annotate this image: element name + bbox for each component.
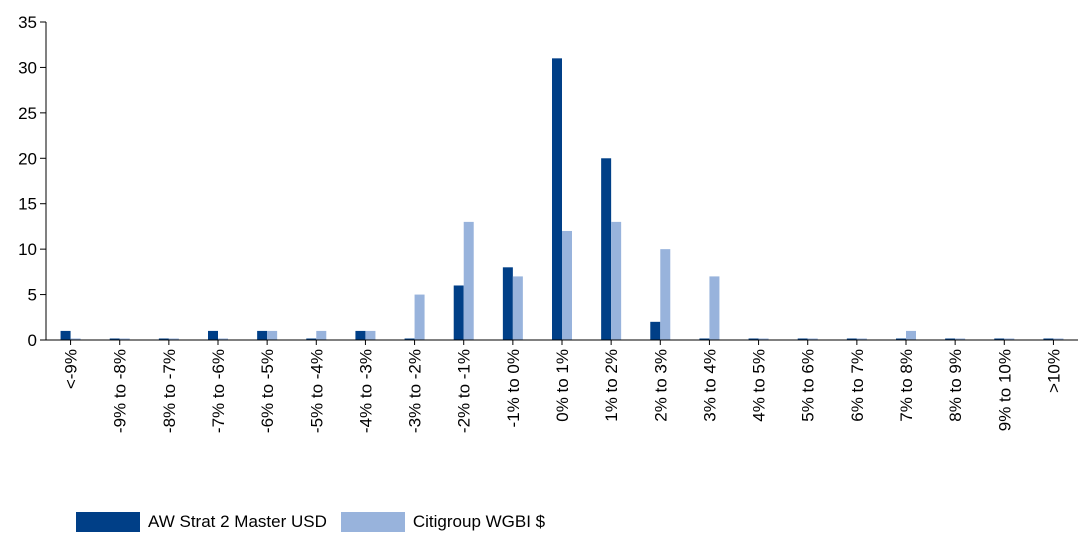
bar-series-1 [453,285,464,340]
bar-series-2 [316,330,327,340]
y-tick-label: 5 [28,286,37,305]
y-tick-label: 0 [28,331,37,350]
y-tick-label: 35 [18,13,37,32]
bar-series-2 [168,338,179,340]
bar-series-1 [208,330,218,340]
plot-area [60,58,1064,340]
bar-series-2 [611,221,622,340]
bar-series-1 [945,338,956,340]
bar-series-1 [896,338,906,340]
bar-series-1 [748,338,759,340]
bar-series-1 [306,338,317,340]
legend-item-series-1: AW Strat 2 Master USD [76,512,327,532]
bar-series-2 [856,338,867,340]
bar-series-2 [512,276,523,340]
bar-series-1 [797,338,808,340]
bar-series-2 [562,230,572,340]
bar-series-1 [994,338,1005,340]
x-tick-label: 5% to 6% [799,349,818,422]
bar-series-1 [60,330,71,340]
x-tick-label: 2% to 3% [651,349,670,422]
x-tick-label: 3% to 4% [700,349,719,422]
x-tick-label: -6% to -5% [258,349,277,433]
x-tick-label: 9% to 10% [995,349,1014,431]
bar-series-1 [404,338,415,340]
bar-series-1 [601,158,612,340]
bar-series-2 [119,338,130,340]
x-tick-label: -2% to -1% [455,349,474,433]
x-tick-label: 8% to 9% [946,349,965,422]
bar-series-2 [1053,338,1064,340]
y-tick-label: 25 [18,104,37,123]
bar-series-2 [955,338,966,340]
chart: 0 5 10 15 20 25 30 35 <-9% -9% to -8% -8% to -7% -… [18,13,1078,433]
x-tick-label: >10% [1044,349,1063,393]
bar-series-2 [70,338,81,340]
bar-series-1 [650,321,661,340]
bar-series-2 [906,330,916,340]
bar-series-1 [699,338,710,340]
y-axis: 0 5 10 15 20 25 30 35 [18,13,46,350]
x-tick-label: 4% to 5% [750,349,769,422]
bar-series-2 [463,221,474,340]
x-tick-label: 6% to 7% [848,349,867,422]
x-tick-label: -4% to -3% [356,349,375,433]
y-tick-label: 15 [18,195,37,214]
legend-swatch [340,512,405,532]
bar-series-2 [709,276,720,340]
bar-series-1 [109,338,120,340]
x-tick-label: -1% to 0% [504,349,523,427]
bar-series-1 [846,338,857,340]
legend-label: AW Strat 2 Master USD [148,512,327,531]
y-tick-label: 20 [18,149,37,168]
bar-series-2 [414,294,425,340]
bar-series-2 [267,330,278,340]
bar-series-2 [365,330,376,340]
bar-series-1 [1043,338,1054,340]
bar-series-2 [1004,338,1015,340]
bar-series-1 [552,58,562,340]
legend-item-series-2: Citigroup WGBI $ [340,512,546,532]
x-tick-label: 1% to 2% [602,349,621,422]
legend-label: Citigroup WGBI $ [412,512,546,531]
legend: AW Strat 2 Master USD Citigroup WGBI $ [76,512,559,532]
bar-series-2 [758,338,769,340]
x-tick-label: -5% to -4% [307,349,326,433]
x-tick-label: -3% to -2% [406,349,425,433]
bar-series-1 [502,267,513,340]
y-tick-label: 10 [18,240,37,259]
bar-series-2 [807,338,818,340]
x-tick-label: <-9% [62,349,81,389]
x-tick-label: -7% to -6% [209,349,228,433]
bar-series-2 [660,249,671,340]
bar-series-2 [218,338,228,340]
legend-swatch [76,512,140,532]
x-tick-label: 7% to 8% [897,349,916,422]
x-tick-label: -9% to -8% [111,349,130,433]
y-tick-label: 30 [18,58,37,77]
bar-series-1 [158,338,169,340]
x-tick-label: 0% to 1% [553,349,572,422]
x-tick-label: -8% to -7% [160,349,179,433]
bar-series-1 [257,330,268,340]
x-axis: <-9% -9% to -8% -8% to -7% -7% to -6% -6% to… [62,340,1063,433]
bar-series-1 [355,330,366,340]
